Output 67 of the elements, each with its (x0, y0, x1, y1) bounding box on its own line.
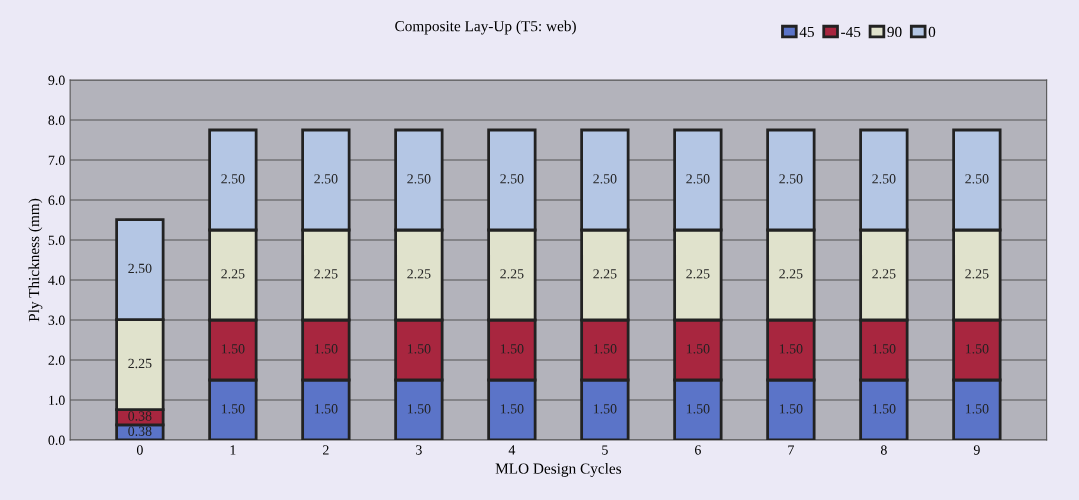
data-label: 2.50 (593, 174, 617, 184)
data-label: 1.50 (314, 404, 338, 414)
data-label: 1.50 (686, 404, 710, 414)
data-label: 1.50 (593, 404, 617, 414)
data-label: 2.50 (128, 263, 152, 274)
legend-label: 45 (799, 26, 814, 38)
y-tick-label: 6.0 (48, 195, 65, 206)
data-label: 2.50 (965, 174, 989, 184)
y-axis-title: Ply Thickness (mm) (28, 198, 43, 322)
data-label: 2.25 (407, 269, 431, 279)
x-tick-label: 3 (416, 445, 422, 455)
data-label: 1.50 (500, 344, 524, 354)
data-label: 2.50 (686, 174, 710, 184)
x-tick-label: 0 (136, 445, 143, 455)
data-label: 0.38 (128, 411, 152, 421)
legend-label: 0 (928, 26, 936, 38)
x-tick-label: 5 (602, 445, 608, 455)
data-label: 1.50 (779, 404, 803, 414)
data-label: 1.50 (686, 344, 710, 354)
data-label: 2.50 (221, 174, 245, 184)
y-tick-label: 2.0 (48, 355, 65, 366)
data-label: 2.25 (314, 269, 338, 279)
data-label: 1.50 (965, 404, 989, 414)
data-label: 1.50 (407, 404, 431, 414)
data-label: 2.50 (500, 174, 524, 184)
data-label: 1.50 (593, 344, 617, 354)
y-tick-label: 9.0 (48, 75, 65, 86)
data-label: 2.25 (500, 269, 524, 279)
data-label: 2.25 (779, 269, 803, 279)
data-label: 2.25 (965, 269, 989, 279)
data-label: 1.50 (407, 344, 431, 354)
data-label: 2.50 (872, 174, 896, 184)
data-label: 2.25 (872, 269, 896, 279)
chart-title: Composite Lay-Up (T5: web) (395, 20, 576, 35)
y-tick-label: 3.0 (48, 315, 65, 326)
x-axis-title: MLO Design Cycles (495, 463, 622, 477)
y-tick-label: 7.0 (48, 155, 65, 166)
data-label: 1.50 (779, 344, 803, 354)
data-label: 1.50 (872, 404, 896, 414)
x-tick-label: 4 (508, 445, 516, 455)
y-tick-label: 5.0 (48, 235, 65, 246)
data-label: 1.50 (965, 344, 989, 354)
data-label: 2.25 (221, 269, 245, 279)
x-tick-label: 6 (695, 445, 701, 455)
legend-label: -45 (841, 26, 861, 38)
x-tick-label: 9 (973, 445, 980, 455)
data-label: 1.50 (500, 404, 524, 414)
data-label: 2.50 (407, 174, 431, 184)
x-tick-label: 8 (880, 445, 887, 455)
data-label: 2.25 (128, 358, 152, 369)
data-label: 1.50 (314, 344, 338, 354)
data-label: 2.50 (779, 174, 803, 184)
y-tick-label: 4.0 (48, 275, 65, 286)
y-tick-label: 8.0 (48, 115, 65, 126)
y-tick-label: 1.0 (49, 395, 65, 406)
data-label: 2.25 (686, 269, 710, 279)
data-label: 0.38 (128, 426, 152, 436)
x-tick-label: 7 (788, 445, 794, 455)
legend-label: 90 (887, 26, 902, 38)
data-label: 1.50 (221, 344, 245, 354)
y-tick-label: 0.0 (48, 435, 65, 446)
x-tick-label: 2 (323, 445, 329, 455)
data-label: 1.50 (221, 404, 245, 414)
data-label: 1.50 (872, 344, 896, 354)
x-tick-label: 1 (230, 445, 236, 455)
data-label: 2.25 (593, 269, 617, 279)
data-label: 2.50 (314, 174, 338, 184)
